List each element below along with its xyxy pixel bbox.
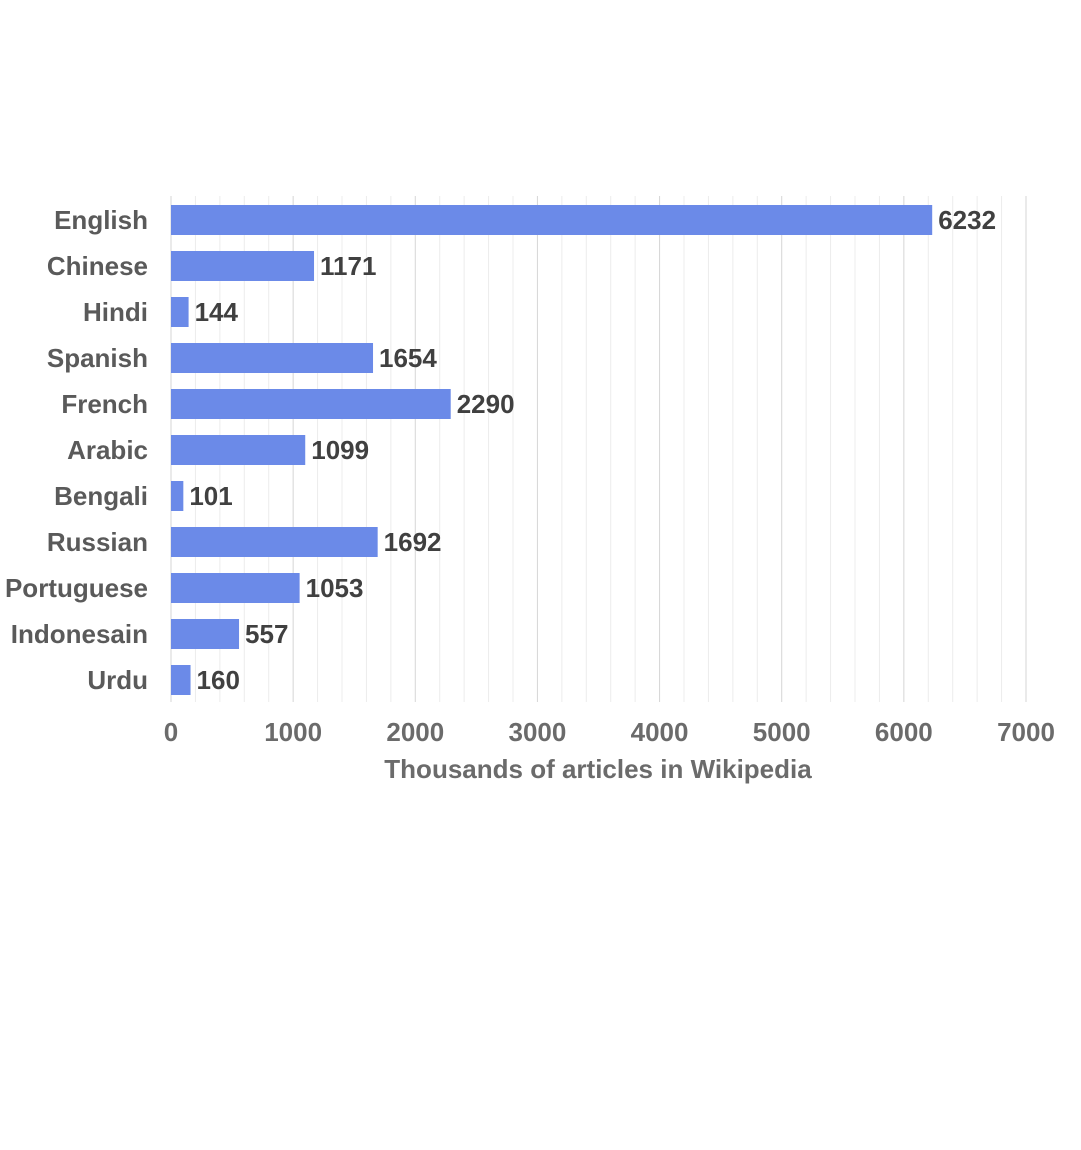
data-label: 101 xyxy=(189,481,232,511)
category-label: Bengali xyxy=(54,481,148,511)
data-label: 2290 xyxy=(457,389,515,419)
x-tick-label: 4000 xyxy=(631,717,689,747)
data-label: 1654 xyxy=(379,343,437,373)
x-tick-label: 2000 xyxy=(386,717,444,747)
bar xyxy=(171,343,374,373)
category-label: Portuguese xyxy=(5,573,148,603)
bar xyxy=(171,435,306,465)
data-label: 1053 xyxy=(306,573,364,603)
x-tick-label: 7000 xyxy=(997,717,1055,747)
data-label: 1171 xyxy=(320,251,376,281)
x-tick-label: 6000 xyxy=(875,717,933,747)
bar xyxy=(171,389,451,419)
category-label: Indonesain xyxy=(11,619,148,649)
bar xyxy=(171,573,300,603)
bar xyxy=(171,251,315,281)
category-label: Russian xyxy=(47,527,148,557)
data-label: 144 xyxy=(195,297,239,327)
data-label: 6232 xyxy=(938,205,996,235)
bar xyxy=(171,297,189,327)
bar xyxy=(171,205,933,235)
category-label: Hindi xyxy=(83,297,148,327)
data-label: 1692 xyxy=(384,527,442,557)
x-tick-label: 1000 xyxy=(264,717,322,747)
bar xyxy=(171,665,191,695)
category-label: French xyxy=(61,389,148,419)
category-label: Urdu xyxy=(87,665,148,695)
gridlines xyxy=(170,196,1027,702)
bars xyxy=(171,205,933,695)
data-label: 557 xyxy=(245,619,288,649)
data-label: 160 xyxy=(197,665,240,695)
category-label: Chinese xyxy=(47,251,148,281)
data-label: 1099 xyxy=(311,435,369,465)
bar xyxy=(171,619,240,649)
bar xyxy=(171,527,378,557)
bar xyxy=(171,481,184,511)
category-label: English xyxy=(54,205,148,235)
category-label: Arabic xyxy=(67,435,148,465)
x-tick-label: 3000 xyxy=(509,717,567,747)
category-labels: English Chinese Hindi Spanish French Arabic Be… xyxy=(5,205,148,695)
x-axis-title: Thousands of articles in Wikipedia xyxy=(384,754,812,784)
category-label: Spanish xyxy=(47,343,148,373)
x-tick-label: 5000 xyxy=(753,717,811,747)
x-tick-label: 0 xyxy=(164,717,178,747)
x-tick-labels: 0 1000 2000 3000 4000 5000 6000 7000 xyxy=(164,717,1055,747)
